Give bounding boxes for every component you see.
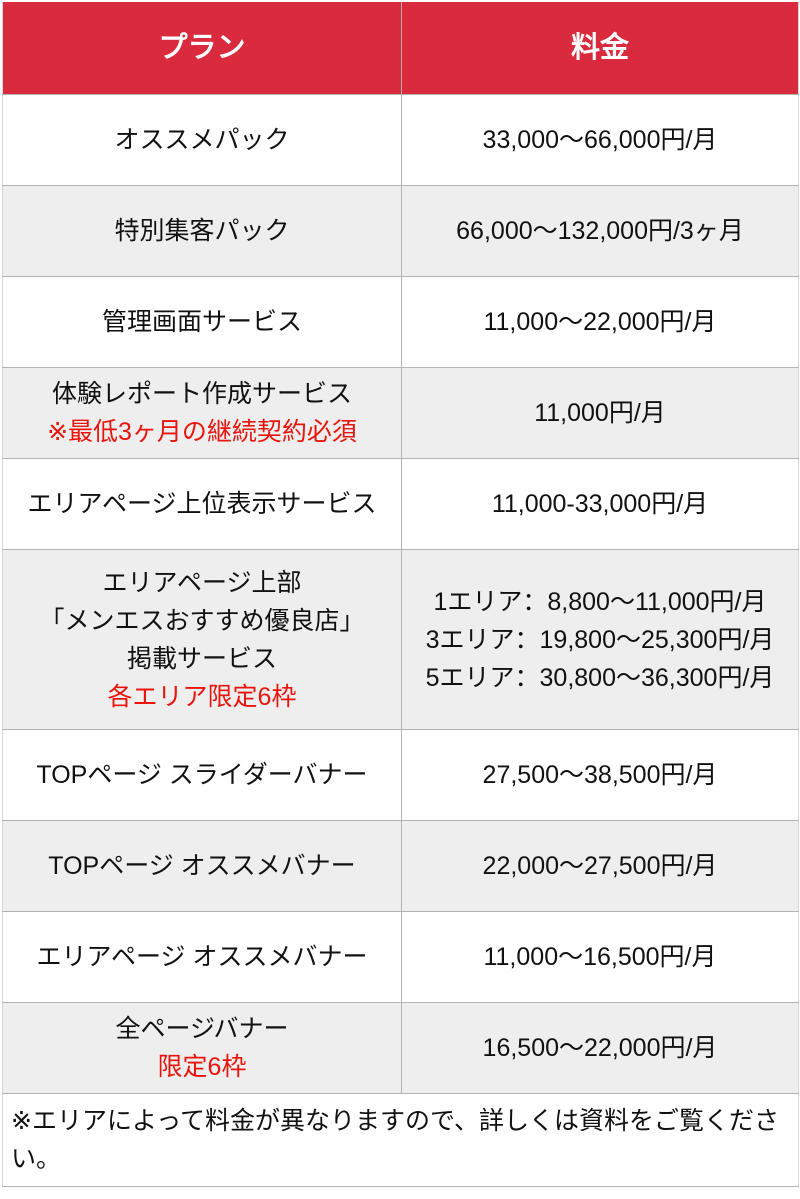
- plan-name: 「メンエスおすすめ優良店」: [39, 606, 365, 635]
- price-value: 16,500～22,000円/月: [482, 1034, 718, 1062]
- plan-name: エリアページ上部: [102, 568, 302, 597]
- price-value: 22,000～27,500円/月: [482, 852, 718, 880]
- plan-name: 特別集客パック: [114, 217, 290, 245]
- plan-cell: エリアページ上位表示サービス: [2, 458, 402, 550]
- table-row: エリアページ上位表示サービス 11,000-33,000円/月: [2, 458, 799, 550]
- plan-name: 管理画面サービス: [101, 308, 302, 336]
- table-row: TOPページ オススメバナー 22,000～27,500円/月: [2, 820, 799, 912]
- table-header-row: プラン 料金: [2, 2, 799, 95]
- plan-note: 限定6枠: [157, 1053, 247, 1081]
- plan-cell: 特別集客パック: [2, 185, 402, 277]
- price-cell: 11,000～16,500円/月: [401, 911, 799, 1003]
- price-cell: 11,000～22,000円/月: [401, 276, 799, 368]
- plan-cell: TOPページ オススメバナー: [2, 820, 402, 912]
- plan-name: エリアページ オススメバナー: [36, 943, 368, 971]
- price-value: 66,000～132,000円/3ヶ月: [456, 217, 744, 245]
- plan-name: エリアページ上位表示サービス: [27, 490, 377, 518]
- plan-cell: 管理画面サービス: [2, 276, 402, 368]
- table-row: 特別集客パック 66,000～132,000円/3ヶ月: [2, 185, 799, 277]
- plan-name: オススメパック: [114, 126, 290, 154]
- plan-cell: TOPページ スライダーバナー: [2, 729, 402, 821]
- table-row: TOPページ スライダーバナー 27,500～38,500円/月: [2, 729, 799, 821]
- table-footer-row: ※エリアによって料金が異なりますので、詳しくは資料をご覧ください。: [2, 1093, 799, 1187]
- price-value: 33,000～66,000円/月: [482, 126, 718, 154]
- price-cell: 33,000～66,000円/月: [401, 94, 799, 186]
- price-value: 11,000-33,000円/月: [491, 490, 709, 518]
- price-cell: 66,000～132,000円/3ヶ月: [401, 185, 799, 277]
- plan-name: 全ページバナー: [115, 1015, 289, 1043]
- price-cell: 16,500～22,000円/月: [401, 1002, 799, 1094]
- table-row: エリアページ オススメバナー 11,000～16,500円/月: [2, 911, 799, 1003]
- price-value: 5エリア：30,800～36,300円/月: [425, 663, 775, 692]
- plan-cell: オススメパック: [2, 94, 402, 186]
- plan-name: TOPページ オススメバナー: [48, 852, 356, 880]
- table-row: 体験レポート作成サービス ※最低3ヶ月の継続契約必須 11,000円/月: [2, 367, 799, 459]
- plan-cell: エリアページ オススメバナー: [2, 911, 402, 1003]
- price-value: 11,000～22,000円/月: [483, 308, 717, 336]
- table-row: オススメパック 33,000～66,000円/月: [2, 94, 799, 186]
- price-value: 11,000円/月: [534, 399, 666, 427]
- plan-cell: 全ページバナー 限定6枠: [2, 1002, 402, 1094]
- plan-note: 各エリア限定6枠: [107, 682, 297, 711]
- price-value: 1エリア：8,800～11,000円/月: [433, 587, 767, 616]
- price-cell: 11,000円/月: [401, 367, 799, 459]
- plan-name: 体験レポート作成サービス: [51, 380, 352, 408]
- table-row: 全ページバナー 限定6枠 16,500～22,000円/月: [2, 1002, 799, 1094]
- footer-note: ※エリアによって料金が異なりますので、詳しくは資料をご覧ください。: [2, 1093, 799, 1187]
- price-cell: 27,500～38,500円/月: [401, 729, 799, 821]
- plan-column-header: プラン: [2, 2, 402, 95]
- plan-name: 掲載サービス: [126, 644, 277, 673]
- price-column-header: 料金: [401, 2, 799, 95]
- price-cell: 11,000-33,000円/月: [401, 458, 799, 550]
- plan-cell: 体験レポート作成サービス ※最低3ヶ月の継続契約必須: [2, 367, 402, 459]
- table-row: エリアページ上部 「メンエスおすすめ優良店」 掲載サービス 各エリア限定6枠 1…: [2, 549, 799, 730]
- price-cell: 22,000～27,500円/月: [401, 820, 799, 912]
- price-cell: 1エリア：8,800～11,000円/月 3エリア：19,800～25,300円…: [401, 549, 799, 730]
- plan-name: TOPページ スライダーバナー: [36, 761, 368, 789]
- table-row: 管理画面サービス 11,000～22,000円/月: [2, 276, 799, 368]
- price-value: 11,000～16,500円/月: [483, 943, 717, 971]
- price-value: 27,500～38,500円/月: [482, 761, 718, 789]
- plan-cell: エリアページ上部 「メンエスおすすめ優良店」 掲載サービス 各エリア限定6枠: [2, 549, 402, 730]
- plan-note: ※最低3ヶ月の継続契約必須: [47, 418, 357, 446]
- price-value: 3エリア：19,800～25,300円/月: [425, 625, 775, 654]
